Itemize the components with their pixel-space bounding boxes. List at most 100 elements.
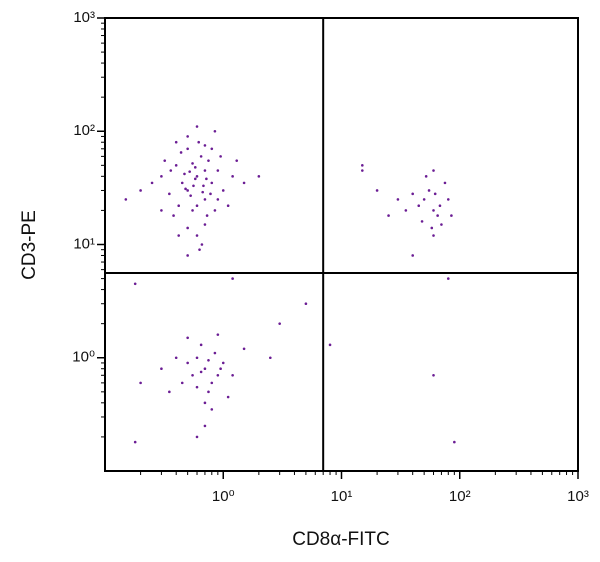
point	[177, 204, 180, 208]
point	[199, 370, 203, 374]
point	[124, 198, 128, 201]
point	[440, 223, 443, 226]
point	[184, 187, 187, 191]
point	[203, 144, 207, 147]
point	[436, 214, 439, 217]
point	[219, 155, 222, 158]
point	[198, 248, 201, 251]
point	[180, 381, 184, 385]
point	[430, 226, 434, 230]
x-tick-label: 10⁰	[212, 488, 235, 505]
point	[438, 204, 442, 208]
point	[231, 277, 234, 280]
x-tick-label: 10¹	[331, 488, 353, 505]
point	[404, 209, 408, 212]
point	[177, 234, 180, 237]
point	[242, 181, 246, 185]
point	[278, 322, 281, 325]
x-tick-label: 10²	[449, 488, 471, 505]
point	[133, 282, 137, 286]
point	[216, 198, 220, 201]
y-axis-title: CD3-PE	[19, 210, 40, 280]
point	[186, 189, 189, 192]
point	[168, 192, 171, 196]
point	[209, 192, 212, 196]
point	[387, 214, 390, 217]
point	[186, 361, 189, 365]
y-tick-label: 10²	[73, 122, 95, 139]
point	[328, 343, 332, 347]
point	[205, 177, 208, 181]
point	[235, 159, 239, 162]
point	[169, 169, 173, 172]
point	[150, 181, 154, 185]
point	[207, 159, 210, 162]
x-tick-label: 10³	[567, 488, 589, 505]
point	[186, 226, 189, 230]
point	[172, 214, 175, 217]
point	[216, 169, 220, 172]
point	[210, 381, 214, 385]
point	[199, 343, 203, 347]
point	[203, 169, 207, 172]
point	[139, 189, 142, 192]
point	[432, 234, 435, 237]
point	[411, 254, 414, 257]
point	[221, 361, 225, 365]
point	[179, 151, 183, 154]
point	[195, 234, 199, 237]
point	[417, 204, 421, 208]
point	[304, 302, 308, 306]
point	[195, 435, 199, 439]
point	[242, 347, 246, 351]
point	[160, 175, 163, 178]
point	[201, 190, 204, 194]
point	[188, 170, 191, 173]
point	[195, 175, 199, 178]
point	[191, 162, 194, 165]
point	[189, 194, 192, 197]
point	[186, 254, 189, 257]
point	[202, 184, 205, 188]
point	[207, 390, 210, 394]
point	[180, 181, 184, 185]
plot-frame	[104, 17, 579, 472]
point	[422, 198, 426, 201]
point	[195, 204, 199, 208]
point	[420, 220, 424, 223]
point	[195, 356, 199, 360]
y-tick-label: 10⁰	[72, 349, 95, 366]
point	[160, 367, 163, 371]
point	[432, 209, 435, 212]
point	[133, 440, 137, 444]
point	[427, 189, 431, 192]
y-tick-label: 10¹	[73, 235, 95, 252]
point	[231, 175, 234, 178]
point	[213, 351, 217, 355]
point	[361, 169, 364, 172]
point	[226, 204, 230, 208]
point	[195, 385, 199, 389]
point	[411, 192, 414, 196]
point	[432, 169, 435, 172]
point	[193, 177, 197, 181]
point	[257, 175, 261, 178]
point	[186, 135, 189, 138]
point	[446, 198, 450, 201]
point	[210, 181, 214, 185]
point	[174, 140, 178, 144]
point	[186, 336, 189, 340]
point	[183, 172, 186, 176]
y-tick-label: 10³	[73, 9, 95, 26]
point	[191, 209, 194, 212]
point	[193, 166, 197, 169]
point	[203, 367, 207, 371]
point	[213, 129, 217, 133]
point	[163, 159, 167, 162]
point	[174, 356, 178, 360]
point	[191, 373, 194, 377]
point	[207, 358, 210, 362]
point	[195, 125, 199, 128]
point	[203, 198, 207, 201]
